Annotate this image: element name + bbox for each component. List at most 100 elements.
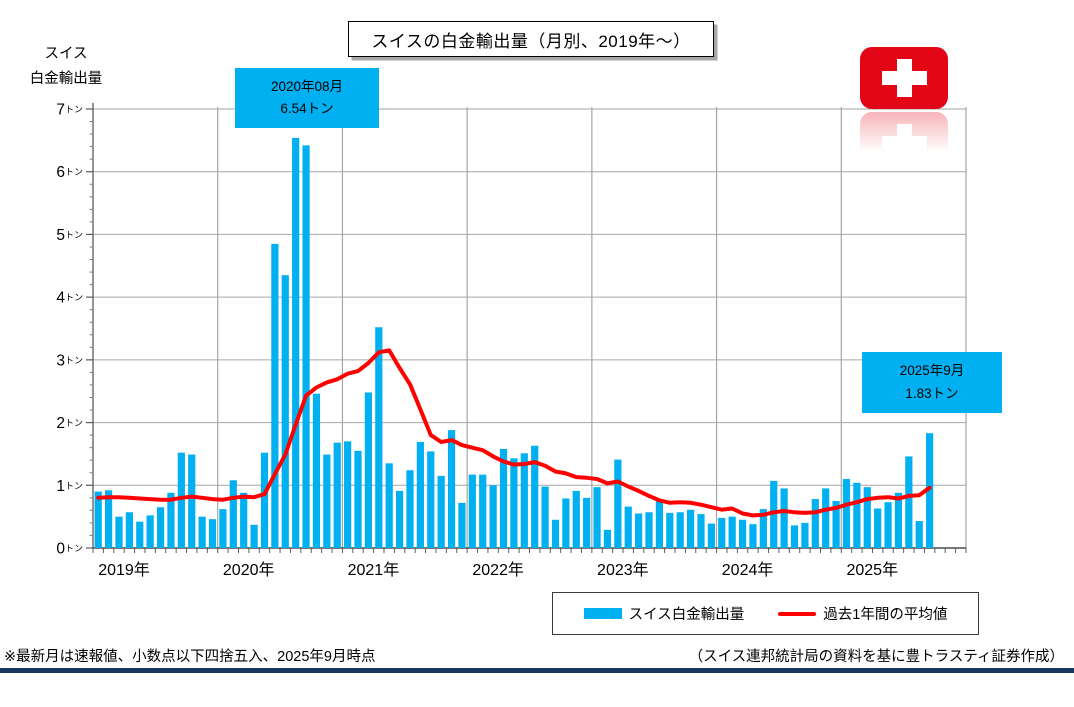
export-bar	[240, 492, 248, 548]
legend: スイス白金輸出量 過去1年間の平均値	[552, 592, 979, 635]
x-axis-year-label: 2022年	[472, 561, 524, 579]
export-bar	[136, 521, 144, 548]
export-bar	[427, 451, 435, 548]
export-bar	[853, 482, 861, 548]
export-bar	[842, 479, 851, 548]
y-axis-label: 1トン	[56, 478, 83, 495]
export-bar	[926, 433, 934, 548]
export-bar	[395, 490, 404, 548]
export-bar	[125, 512, 133, 548]
y-axis-label: 7トン	[56, 102, 83, 119]
export-bar	[416, 442, 424, 548]
chart-title: スイスの白金輸出量（月別、2019年～）	[371, 31, 691, 51]
y-axis-title-line2: 白金輸出量	[29, 70, 103, 87]
export-bar	[603, 529, 612, 548]
export-bar	[894, 492, 903, 548]
export-bar	[790, 525, 799, 548]
export-bar	[364, 392, 373, 548]
peak-annotation-value: 6.54トン	[280, 101, 334, 116]
y-axis-label: 4トン	[56, 290, 83, 307]
export-bar	[167, 492, 175, 548]
export-bar	[884, 502, 892, 548]
export-bar	[655, 500, 664, 548]
export-bar	[915, 521, 923, 548]
export-bar	[541, 486, 549, 548]
export-bar	[614, 459, 622, 548]
export-bar	[770, 480, 778, 548]
export-bar	[697, 514, 705, 548]
export-bar	[468, 474, 476, 548]
export-bar	[447, 430, 456, 548]
export-bar	[531, 445, 539, 548]
export-bar	[375, 327, 383, 548]
bottom-rule	[0, 668, 1074, 673]
export-bar	[863, 487, 871, 548]
export-bar	[458, 502, 466, 548]
legend-item-line: 過去1年間の平均値	[778, 603, 947, 624]
export-bar	[593, 487, 601, 548]
export-bar	[686, 509, 695, 548]
export-bar	[635, 513, 643, 548]
export-bar	[489, 485, 497, 548]
x-axis-year-label: 2021年	[348, 561, 400, 579]
swiss-flag-reflection	[860, 112, 948, 174]
export-bar	[707, 523, 715, 548]
export-bar	[572, 490, 580, 548]
swiss-flag-face	[860, 47, 948, 109]
export-bar	[832, 500, 840, 548]
export-bar	[271, 243, 279, 549]
export-bar	[801, 522, 809, 548]
export-bar	[302, 145, 310, 549]
swiss-flag	[860, 47, 948, 109]
y-axis-label: 5トン	[56, 227, 83, 244]
export-bar	[759, 509, 767, 548]
footnote-left: ※最新月は速報値、小数点以下四捨五入、2025年9月時点	[4, 649, 376, 665]
export-bar	[874, 508, 882, 548]
export-bar	[780, 488, 788, 548]
export-bar	[479, 474, 487, 548]
x-axis-year-label: 2019年	[98, 561, 150, 579]
x-axis-year-label: 2023年	[597, 561, 649, 579]
export-bar	[624, 506, 632, 548]
export-bar	[811, 499, 819, 548]
y-axis-label: 3トン	[56, 352, 83, 369]
export-bar	[323, 454, 331, 548]
export-bar	[156, 507, 165, 548]
export-bar	[551, 519, 560, 548]
export-bar	[520, 453, 528, 548]
latest-annotation: 2025年9月 1.83トン	[862, 352, 1002, 413]
chart-title-box: スイスの白金輸出量（月別、2019年～）	[348, 21, 714, 57]
y-axis-title-line1: スイス	[44, 46, 88, 62]
export-bar	[822, 488, 830, 548]
export-bar	[385, 463, 393, 548]
export-bar	[250, 524, 258, 548]
export-bar	[728, 516, 736, 548]
bar-series-label: スイス白金輸出量	[628, 607, 745, 623]
peak-annotation: 2020年08月 6.54トン	[235, 68, 379, 128]
export-bar	[208, 519, 217, 548]
x-axis-year-label: 2024年	[722, 561, 774, 579]
average-line-label: 過去1年間の平均値	[823, 607, 948, 623]
export-bar	[676, 512, 684, 548]
y-axis-label: 0トン	[56, 541, 83, 558]
x-axis-year-label: 2020年	[223, 561, 275, 579]
bar-series-swatch	[583, 608, 622, 619]
export-bar	[312, 393, 321, 548]
export-bar	[188, 454, 196, 548]
swiss-flag-reflection-face	[860, 112, 948, 174]
export-bar	[406, 470, 414, 548]
export-bar	[198, 516, 206, 548]
latest-annotation-value: 1.83トン	[905, 385, 959, 401]
export-bar	[333, 442, 341, 548]
footnote-right: （スイス連邦統計局の資料を基に豊トラスティ証券作成）	[688, 649, 1064, 665]
legend-item-bars: スイス白金輸出量	[583, 603, 745, 624]
export-bar	[749, 524, 757, 548]
y-axis-title: スイス 白金輸出量	[16, 42, 116, 91]
export-bar	[666, 512, 674, 548]
export-bar	[562, 498, 570, 548]
export-bar	[354, 450, 362, 548]
export-bar	[281, 275, 289, 548]
latest-annotation-month: 2025年9月	[899, 363, 965, 379]
export-bar	[292, 137, 300, 548]
